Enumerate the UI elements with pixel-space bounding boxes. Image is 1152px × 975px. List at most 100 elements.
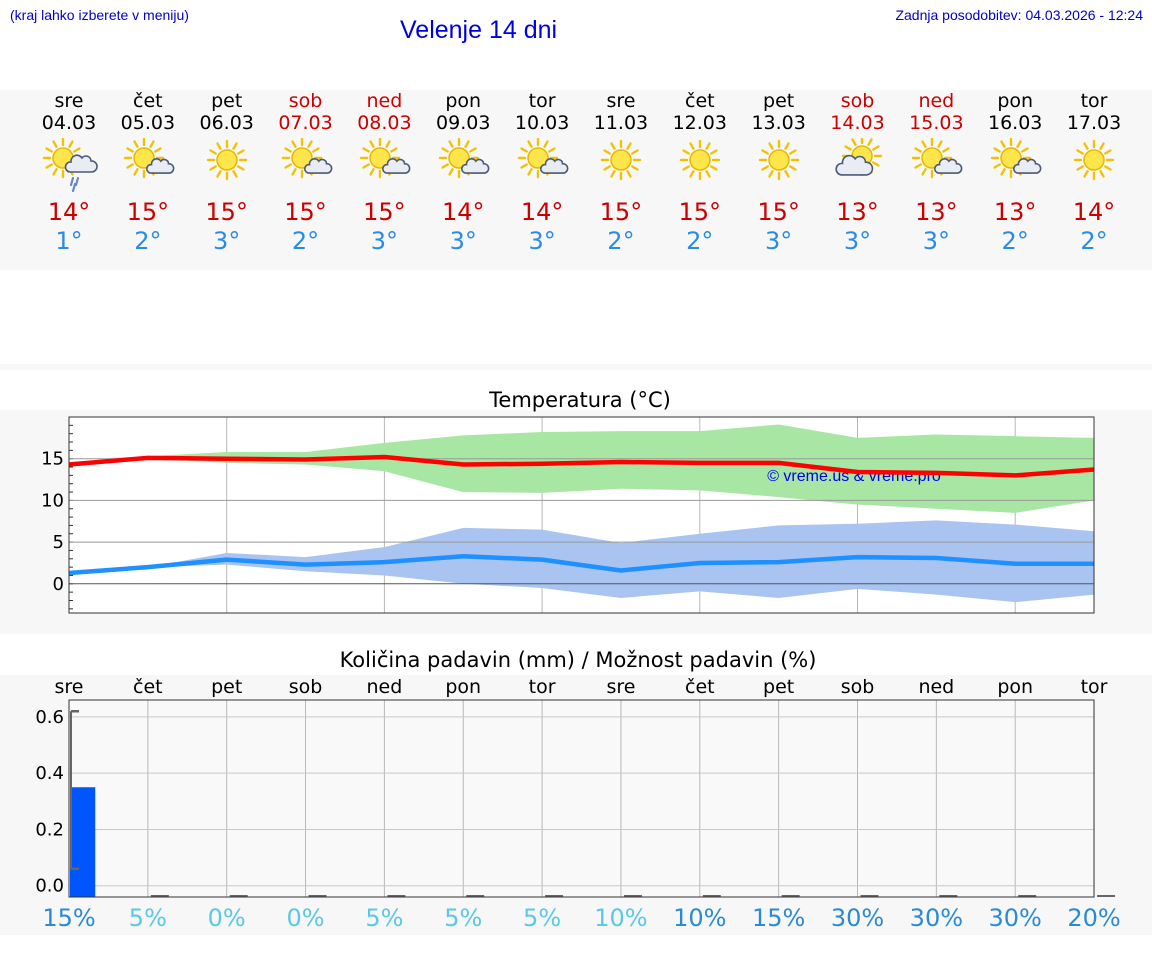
weather-icon	[600, 139, 642, 181]
day-column: tor 10.03 14° 3°	[502, 90, 582, 255]
sun-ray	[630, 165, 639, 171]
sun-ray	[1099, 142, 1105, 150]
sun-icon	[679, 139, 720, 181]
sun-icon	[758, 139, 799, 181]
weather-icon	[42, 138, 98, 193]
day-date: 05.03	[120, 112, 176, 134]
sun-ray	[914, 147, 923, 153]
precip-probability: 15%	[751, 904, 806, 932]
weather-icon	[1073, 139, 1115, 181]
location-menu-note: (kraj lahko izberete v meniju)	[10, 7, 189, 23]
sun-ray	[682, 149, 690, 155]
cloud-icon	[540, 158, 569, 174]
y-tick-label: 0.0	[35, 876, 64, 897]
day-column: ned 15.03 13° 3°	[896, 90, 976, 255]
day-date: 04.03	[41, 112, 97, 134]
day-date: 09.03	[436, 112, 491, 134]
sun-disc	[527, 147, 549, 169]
rain-drop	[71, 182, 77, 193]
cloud-shape	[145, 158, 175, 174]
precip-probability: 0%	[207, 904, 246, 932]
x-tick-label: pon	[445, 676, 481, 698]
sun-ray	[369, 168, 376, 176]
sun-ray	[788, 165, 797, 171]
temp-max: 15°	[678, 198, 722, 226]
sun-ray	[215, 170, 222, 178]
temp-max: 15°	[363, 198, 406, 226]
sun-cloud-icon	[439, 138, 490, 179]
weather-icon	[360, 138, 411, 179]
sun-ray	[133, 140, 139, 148]
day-name: tor	[1080, 90, 1108, 112]
sun-ray	[149, 140, 155, 148]
precip-probability: 10%	[594, 904, 648, 932]
day-date: 14.03	[830, 112, 885, 134]
cloud-icon	[64, 154, 98, 173]
sun-ray	[937, 140, 944, 148]
weather-icon	[912, 138, 963, 179]
cloud-shape	[934, 158, 963, 174]
day-column: pet 06.03 15° 3°	[187, 90, 267, 255]
x-tick-label: čet	[685, 676, 715, 698]
sun-ray	[45, 147, 53, 153]
sun-disc	[290, 147, 313, 169]
sun-disc	[767, 149, 790, 171]
x-tick-label: sob	[841, 676, 875, 698]
sun-ray	[290, 140, 297, 148]
cloud-icon	[934, 158, 963, 174]
weather-icon	[990, 138, 1042, 179]
sun-ray	[548, 147, 556, 153]
sun-ray	[866, 138, 873, 146]
day-name: pet	[763, 90, 795, 112]
max-temp-line	[68, 454, 1095, 478]
sun-ray	[626, 142, 632, 150]
day-name: pet	[211, 90, 243, 112]
temp-max: 14°	[47, 198, 91, 226]
sun-ray	[527, 168, 533, 176]
sun-icon	[758, 139, 799, 181]
sun-ray	[45, 163, 53, 169]
weather-icon	[123, 138, 175, 179]
y-tick-label: 0.4	[35, 763, 64, 784]
sun-ray	[126, 163, 134, 169]
day-name: ned	[366, 90, 403, 112]
y-tick-label: 0	[53, 574, 64, 595]
weather-icon	[206, 139, 247, 181]
rain-drop	[74, 176, 80, 187]
precip-range-whisker	[70, 710, 79, 871]
sun-cloud-rain-icon	[42, 138, 98, 193]
day-date: 10.03	[514, 112, 570, 134]
sun-ray	[1099, 170, 1105, 178]
day-date: 07.03	[278, 112, 333, 134]
x-tick-label: tor	[529, 676, 556, 698]
temp-min: 3°	[370, 227, 399, 255]
sun-cloud-icon	[123, 138, 175, 179]
sun-ray	[783, 142, 790, 150]
sun-ray	[215, 142, 222, 150]
sun-ray	[603, 165, 611, 171]
sun-ray	[448, 140, 454, 148]
temp-max: 15°	[284, 198, 327, 226]
sun-ray	[767, 142, 774, 150]
sun-ray	[464, 140, 470, 148]
temp-max: 15°	[126, 198, 170, 226]
temp-max: 15°	[205, 198, 248, 226]
sun-ray	[209, 149, 217, 155]
cloud-shape	[382, 158, 411, 174]
precip-probability: 30%	[830, 904, 885, 932]
daily-forecast-strip: sre 04.03 14° 1° čet 05.03 15° 2° pet 06.03 1…	[0, 90, 1152, 270]
precip-probability: 30%	[909, 904, 964, 932]
temp-min: 2°	[607, 227, 635, 255]
x-tick-label: sob	[289, 676, 323, 698]
sun-ray	[1104, 165, 1112, 171]
temp-min: 2°	[1080, 227, 1108, 255]
sun-disc	[689, 149, 711, 171]
day-column: čet 12.03 15° 2°	[660, 90, 740, 255]
sun-disc	[133, 147, 155, 169]
sun-ray	[1076, 165, 1084, 171]
x-tick-label: sre	[55, 676, 84, 698]
sun-ray	[921, 140, 928, 148]
sun-ray	[767, 170, 774, 178]
sun-ray	[520, 163, 529, 169]
max-temp-range-band	[69, 424, 1095, 513]
